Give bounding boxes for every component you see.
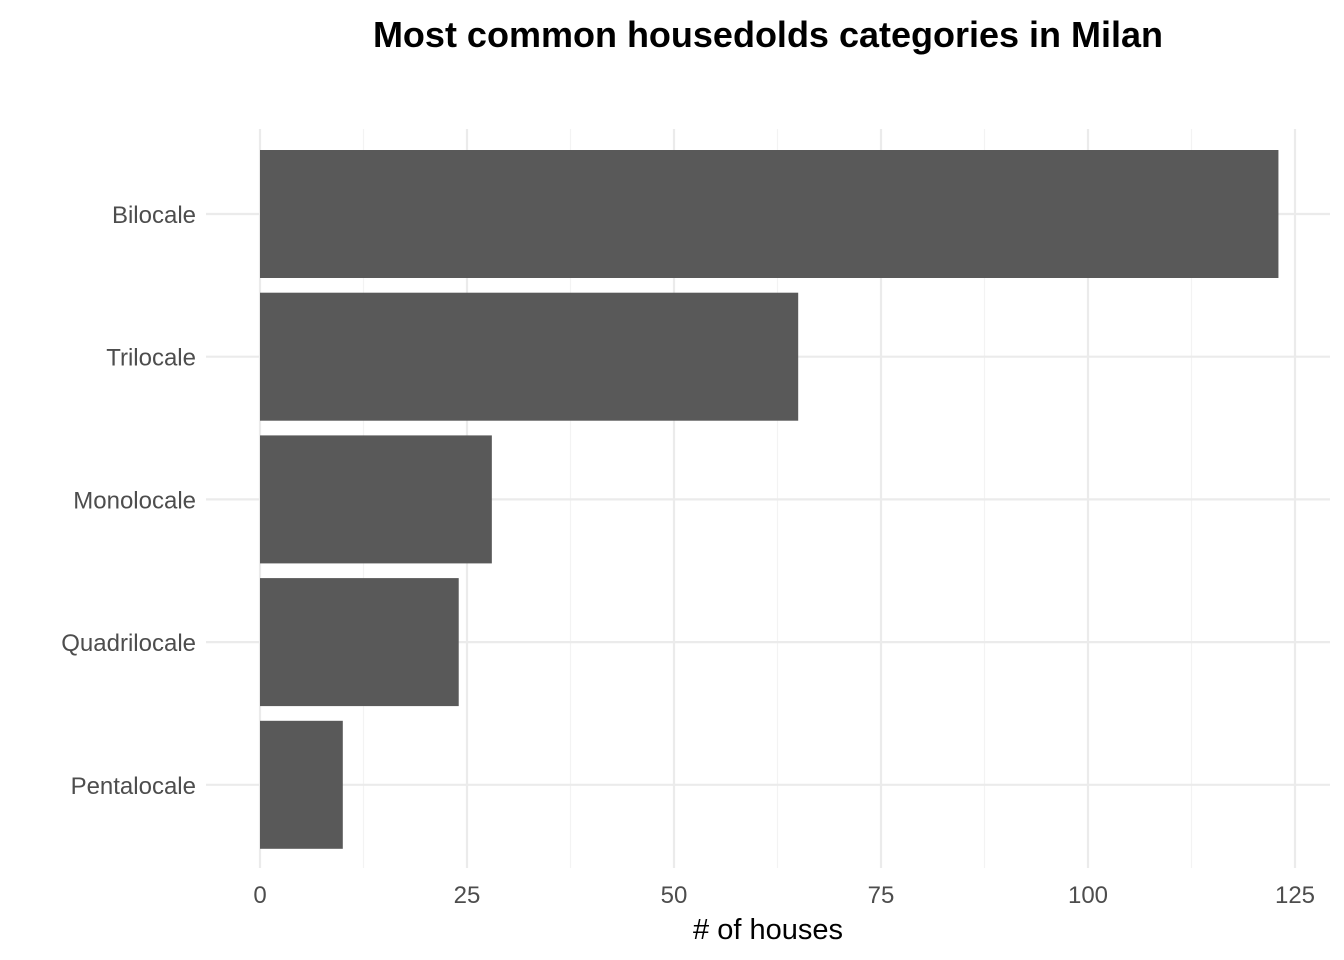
bars bbox=[260, 150, 1279, 849]
x-tick-label: 75 bbox=[868, 882, 895, 909]
y-tick-label: Monolocale bbox=[73, 487, 196, 514]
y-tick-label: Quadrilocale bbox=[61, 630, 196, 657]
x-axis-title: # of houses bbox=[693, 914, 843, 946]
x-tick-label: 25 bbox=[454, 882, 481, 909]
x-tick-label: 125 bbox=[1275, 882, 1315, 909]
chart-title: Most common housedolds categories in Mil… bbox=[373, 14, 1163, 55]
bar-pentalocale bbox=[260, 720, 343, 849]
y-tick-label: Bilocale bbox=[112, 202, 196, 229]
x-tick-label: 0 bbox=[253, 882, 266, 909]
x-tick-label: 50 bbox=[661, 882, 688, 909]
bar-trilocale bbox=[260, 292, 799, 421]
y-tick-label: Trilocale bbox=[106, 345, 196, 372]
y-tick-label: Pentalocale bbox=[71, 773, 196, 800]
y-axis: Bilocale Trilocale Monolocale Quadrilocale P… bbox=[61, 202, 196, 800]
x-tick-label: 100 bbox=[1068, 882, 1108, 909]
bar-bilocale bbox=[260, 150, 1279, 278]
bar-quadrilocale bbox=[260, 578, 459, 707]
bar-monolocale bbox=[260, 435, 492, 564]
x-axis: 0 25 50 75 100 125 bbox=[253, 882, 1315, 909]
